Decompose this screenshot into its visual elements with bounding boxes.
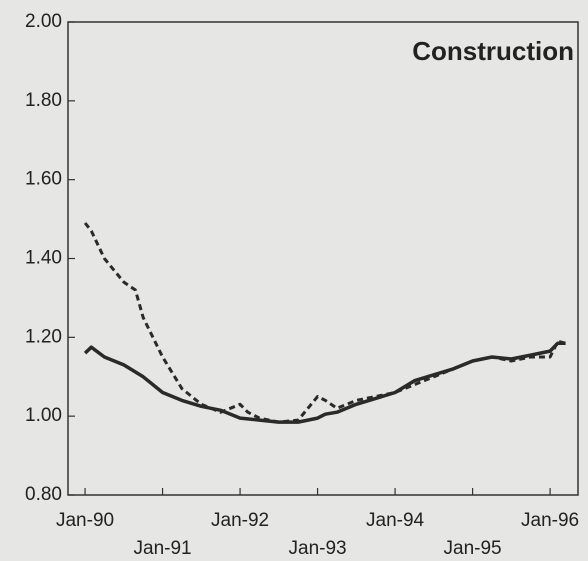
y-tick-label: 1.40 xyxy=(25,248,62,269)
x-tick-label: Jan-96 xyxy=(521,510,579,531)
x-tick-label: Jan-90 xyxy=(56,510,114,531)
y-tick-label: 1.00 xyxy=(25,405,62,426)
x-tick-label: Jan-92 xyxy=(211,510,269,531)
x-tick-label: Jan-91 xyxy=(134,538,192,559)
series-line xyxy=(83,222,566,424)
y-tick-label: 1.80 xyxy=(25,90,62,111)
chart-title: Construction xyxy=(412,36,574,66)
plot-frame xyxy=(67,21,579,496)
y-tick-label: 1.60 xyxy=(25,169,62,190)
x-tick-label: Jan-93 xyxy=(289,538,347,559)
series-line xyxy=(83,341,566,424)
y-tick-label: 1.20 xyxy=(25,326,62,347)
x-tick-label: Jan-94 xyxy=(366,510,425,531)
y-tick-label: 0.80 xyxy=(25,484,62,505)
x-tick-label: Jan-95 xyxy=(444,538,502,559)
y-tick-label: 2.00 xyxy=(25,11,62,32)
